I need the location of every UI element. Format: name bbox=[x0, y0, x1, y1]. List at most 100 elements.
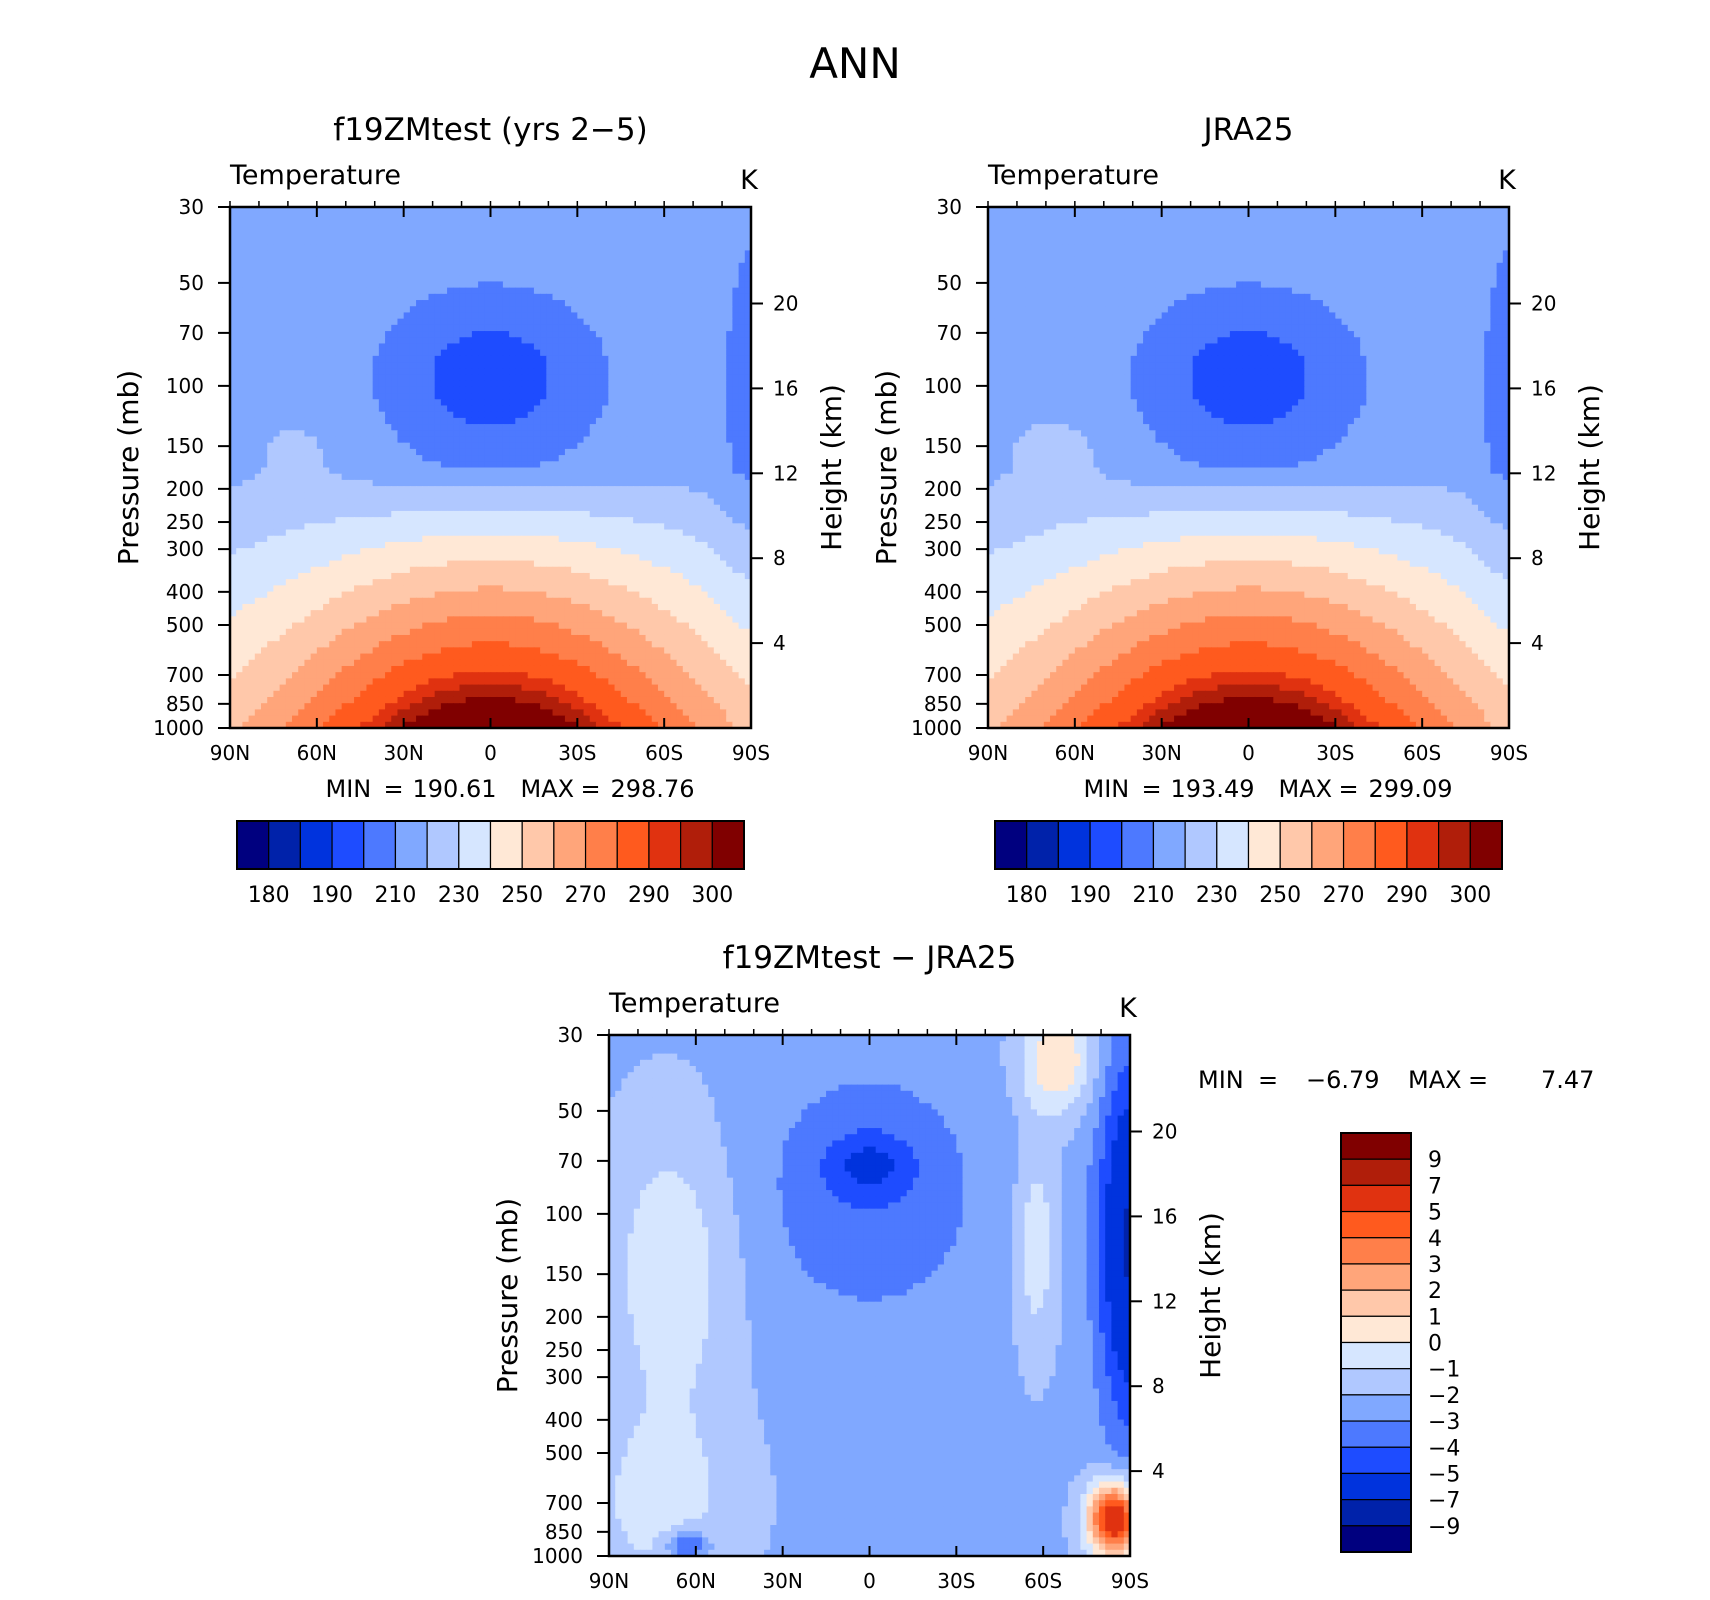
equals-sign: = bbox=[1258, 1066, 1278, 1094]
y-tick-label: 500 bbox=[166, 613, 204, 637]
colorbar-swatch bbox=[269, 821, 301, 869]
colorbar-model: 180 190 210 230 250 270 290 300 bbox=[237, 821, 744, 908]
colorbar-swatch bbox=[459, 821, 491, 869]
colorbar-swatch bbox=[1341, 1212, 1411, 1238]
y-tick-label: 850 bbox=[545, 1520, 583, 1544]
y-tick-label: 50 bbox=[937, 271, 962, 295]
colorbar-swatch bbox=[1341, 1264, 1411, 1290]
colorbar-swatch bbox=[491, 821, 523, 869]
colorbar-label: 190 bbox=[1069, 883, 1111, 908]
x-tick-label: 90S bbox=[1111, 1569, 1149, 1593]
max-label: MAX bbox=[1279, 775, 1333, 803]
colorbar-swatch bbox=[1439, 821, 1471, 869]
colorbar-swatch bbox=[1341, 1526, 1411, 1552]
colorbar-swatch bbox=[1470, 821, 1502, 869]
colorbar-swatch bbox=[1027, 821, 1059, 869]
colorbar-swatch bbox=[1341, 1473, 1411, 1499]
max-value: 7.47 bbox=[1541, 1066, 1594, 1094]
colorbar-swatch bbox=[1341, 1369, 1411, 1395]
x-tick-label: 90N bbox=[210, 741, 250, 765]
height-tick-label: 20 bbox=[1152, 1119, 1177, 1143]
min-label: MIN bbox=[1084, 775, 1130, 803]
panel-title: f19ZMtest (yrs 2−5) bbox=[333, 112, 647, 148]
colorbar-label: 3 bbox=[1428, 1253, 1442, 1278]
colorbar-label: 290 bbox=[628, 883, 670, 908]
height-tick-label: 8 bbox=[1531, 546, 1544, 570]
height-tick-label: 12 bbox=[1531, 461, 1556, 485]
y-tick-label: 150 bbox=[166, 434, 204, 458]
colorbar-label: 300 bbox=[691, 883, 733, 908]
colorbar-swatch bbox=[1185, 821, 1217, 869]
height-tick-label: 4 bbox=[1152, 1459, 1165, 1483]
x-tick-label: 60N bbox=[1055, 741, 1095, 765]
equals-sign: = bbox=[581, 775, 601, 803]
y-tick-label: 700 bbox=[924, 663, 962, 687]
colorbar-label: −3 bbox=[1428, 1410, 1460, 1435]
colorbar-swatch bbox=[1217, 821, 1249, 869]
height-tick-label: 8 bbox=[773, 546, 786, 570]
colorbar-swatch bbox=[1312, 821, 1344, 869]
x-tick-label: 30N bbox=[383, 741, 423, 765]
y-tick-label: 150 bbox=[924, 434, 962, 458]
y-tick-label: 30 bbox=[558, 1023, 583, 1047]
panel-title: JRA25 bbox=[1201, 112, 1293, 148]
colorbar-label: −9 bbox=[1428, 1515, 1460, 1540]
colorbar-swatch bbox=[1280, 821, 1312, 869]
height-tick-label: 8 bbox=[1152, 1374, 1165, 1398]
y-tick-label: 700 bbox=[166, 663, 204, 687]
colorbar-label: 180 bbox=[248, 883, 290, 908]
colorbar-swatch bbox=[1341, 1500, 1411, 1526]
x-tick-label: 30N bbox=[1141, 741, 1181, 765]
colorbar-swatch bbox=[586, 821, 618, 869]
y2-axis-title: Height (km) bbox=[1194, 1212, 1227, 1379]
colorbar-swatch bbox=[237, 821, 269, 869]
y-tick-label: 250 bbox=[166, 510, 204, 534]
min-value: 190.61 bbox=[413, 775, 497, 803]
x-tick-label: 0 bbox=[863, 1569, 876, 1593]
y2-axis-title: Height (km) bbox=[815, 384, 848, 551]
colorbar-swatch bbox=[1407, 821, 1439, 869]
y-tick-label: 200 bbox=[545, 1305, 583, 1329]
y-tick-label: 100 bbox=[545, 1202, 583, 1226]
colorbar-swatch bbox=[1153, 821, 1185, 869]
colorbar-swatch bbox=[1058, 821, 1090, 869]
units-label: K bbox=[1498, 165, 1517, 196]
colorbar-label: 230 bbox=[1196, 883, 1238, 908]
colorbar-swatch bbox=[681, 821, 713, 869]
y-tick-label: 850 bbox=[166, 692, 204, 716]
x-tick-label: 30S bbox=[558, 741, 596, 765]
equals-sign: = bbox=[1142, 775, 1162, 803]
y-tick-label: 700 bbox=[545, 1491, 583, 1515]
colorbar-swatch bbox=[1341, 1395, 1411, 1421]
colorbar-swatch bbox=[427, 821, 459, 869]
x-tick-label: 30S bbox=[1316, 741, 1354, 765]
colorbar-label: 270 bbox=[565, 883, 607, 908]
colorbar-swatch bbox=[649, 821, 681, 869]
units-label: K bbox=[740, 165, 759, 196]
figure-title: ANN bbox=[809, 39, 901, 88]
height-tick-label: 16 bbox=[1152, 1204, 1177, 1228]
colorbar-label: 250 bbox=[1259, 883, 1301, 908]
colorbar-swatch bbox=[1341, 1133, 1411, 1159]
colorbar-label: 9 bbox=[1428, 1148, 1442, 1173]
y-tick-label: 400 bbox=[924, 580, 962, 604]
height-tick-label: 16 bbox=[1531, 376, 1556, 400]
colorbar-swatch bbox=[995, 821, 1027, 869]
max-value: 298.76 bbox=[611, 775, 695, 803]
variable-label: Temperature bbox=[987, 160, 1159, 191]
colorbar-swatch bbox=[617, 821, 649, 869]
colorbar-swatch bbox=[1341, 1447, 1411, 1473]
max-label: MAX bbox=[521, 775, 575, 803]
x-tick-label: 90S bbox=[732, 741, 770, 765]
y-tick-label: 1000 bbox=[532, 1544, 583, 1568]
y-axis-title: Pressure (mb) bbox=[491, 1198, 524, 1393]
x-tick-label: 60N bbox=[297, 741, 337, 765]
y-tick-label: 1000 bbox=[153, 716, 204, 740]
max-label: MAX bbox=[1408, 1066, 1462, 1094]
colorbar-label: 250 bbox=[501, 883, 543, 908]
colorbar-swatch bbox=[712, 821, 744, 869]
y-tick-label: 200 bbox=[924, 477, 962, 501]
x-tick-label: 30N bbox=[762, 1569, 802, 1593]
colorbar-label: −5 bbox=[1428, 1462, 1460, 1487]
